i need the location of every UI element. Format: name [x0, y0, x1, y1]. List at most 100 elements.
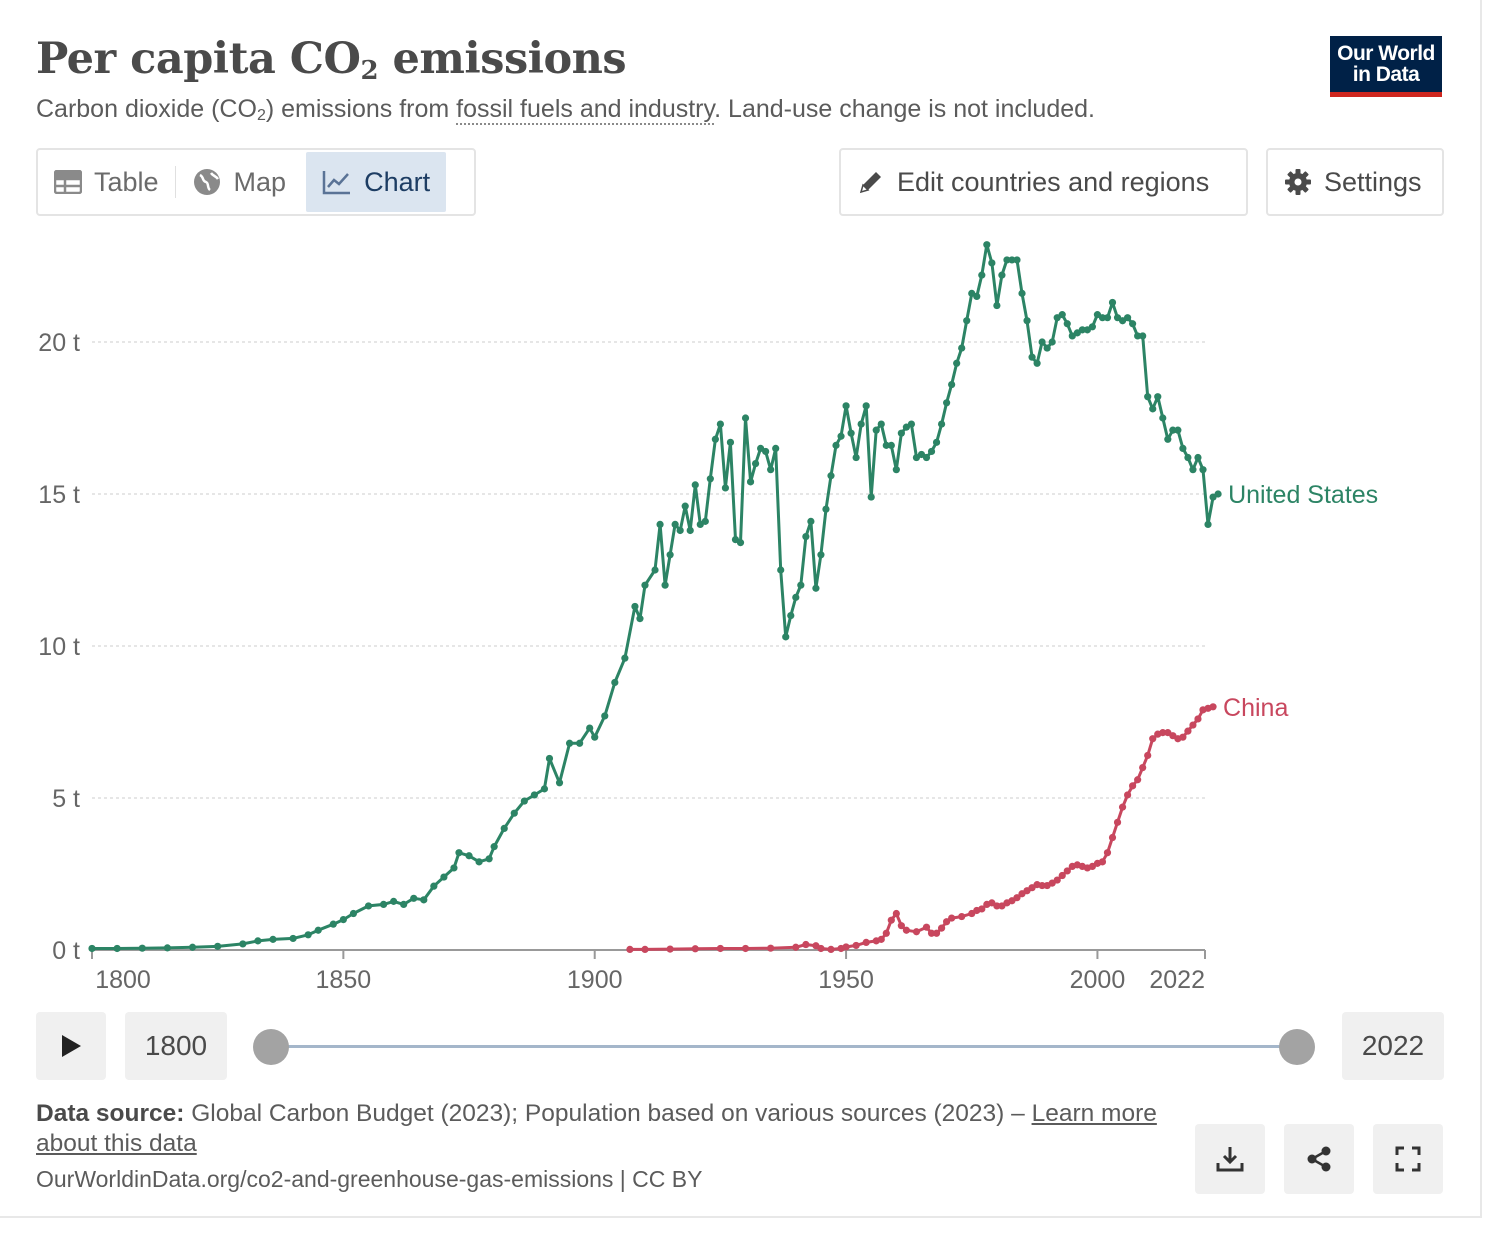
data-point: [988, 259, 996, 267]
data-point: [1113, 818, 1122, 826]
data-point: [767, 944, 775, 952]
share-button[interactable]: [1284, 1124, 1354, 1194]
data-point: [1144, 393, 1152, 401]
data-point: [576, 739, 584, 747]
data-point: [490, 843, 498, 851]
tab-table[interactable]: Table: [38, 152, 175, 212]
data-point: [932, 929, 941, 937]
data-point: [1003, 256, 1011, 264]
data-point: [379, 900, 388, 909]
data-point: [948, 380, 956, 389]
data-point: [1098, 314, 1107, 322]
data-point: [1028, 353, 1036, 361]
data-point: [701, 517, 709, 525]
data-point: [636, 615, 644, 623]
data-point: [681, 502, 689, 510]
data-point: [1134, 332, 1142, 340]
data-point: [314, 926, 322, 934]
data-point: [872, 426, 880, 434]
data-point: [937, 924, 946, 932]
tab-map[interactable]: Map: [176, 152, 303, 212]
download-button[interactable]: [1195, 1124, 1265, 1194]
data-point: [304, 931, 312, 939]
data-point: [837, 432, 845, 440]
data-point: [721, 484, 730, 492]
data-point: [1013, 256, 1021, 264]
data-point: [586, 724, 594, 732]
tab-map-label: Map: [233, 166, 287, 197]
data-point: [973, 292, 981, 300]
data-point: [430, 882, 438, 890]
data-point: [1123, 791, 1132, 799]
data-point: [1023, 317, 1031, 325]
data-point: [1189, 466, 1197, 474]
data-point: [1134, 776, 1142, 784]
y-tick-label: 5 t: [52, 785, 80, 813]
data-point: [892, 909, 900, 918]
data-point: [948, 914, 956, 922]
chart-subtitle: Carbon dioxide (CO2) emissions from foss…: [36, 95, 1095, 125]
play-button[interactable]: [36, 1012, 106, 1080]
data-point: [1139, 332, 1147, 340]
tab-chart-label: Chart: [364, 166, 431, 197]
learn-more-link[interactable]: Learn more about this data: [36, 1100, 1157, 1157]
data-point: [691, 945, 699, 953]
source-label: Data source:: [36, 1100, 185, 1127]
data-point: [943, 399, 951, 407]
data-point: [455, 849, 463, 857]
data-point: [907, 420, 916, 428]
data-point: [842, 943, 850, 951]
data-point: [847, 429, 855, 437]
data-point: [1078, 326, 1086, 334]
tab-chart[interactable]: Chart: [306, 152, 447, 212]
data-point: [716, 944, 724, 953]
globe-icon: [193, 169, 220, 195]
data-point: [1058, 871, 1066, 880]
data-point: [1179, 444, 1187, 452]
source-url[interactable]: OurWorldinData.org/co2-and-greenhouse-ga…: [36, 1166, 703, 1192]
data-point: [475, 858, 483, 866]
data-point: [1204, 520, 1212, 528]
data-point: [1154, 393, 1162, 401]
data-point: [1048, 338, 1056, 346]
data-point: [1194, 453, 1202, 462]
data-point: [440, 873, 448, 881]
timeline-end-handle[interactable]: [1279, 1029, 1315, 1065]
data-point: [827, 472, 835, 480]
data-point: [1189, 721, 1197, 729]
fossil-fuels-link[interactable]: fossil fuels and industry: [456, 95, 715, 125]
timeline-track[interactable]: [271, 1045, 1297, 1048]
data-point: [520, 797, 528, 805]
data-point: [792, 943, 800, 951]
data-point: [912, 928, 921, 936]
series-label: China: [1223, 694, 1288, 722]
data-point: [641, 581, 649, 589]
data-point: [751, 460, 760, 468]
data-point: [741, 414, 750, 422]
line-chart-icon: [322, 171, 351, 195]
download-icon: [1216, 1147, 1244, 1172]
data-point: [857, 420, 865, 428]
data-point: [812, 584, 820, 592]
data-point: [555, 779, 564, 787]
data-point: [882, 441, 890, 449]
data-point: [485, 855, 493, 863]
end-year-box[interactable]: 2022: [1342, 1012, 1444, 1080]
data-point: [887, 441, 895, 449]
data-point: [1214, 490, 1222, 498]
x-tick-label: 1800: [95, 966, 151, 994]
settings-button[interactable]: Settings: [1266, 148, 1444, 216]
data-point: [530, 791, 538, 799]
fullscreen-button[interactable]: [1373, 1124, 1443, 1194]
timeline-start-handle[interactable]: [253, 1029, 289, 1065]
data-point: [852, 453, 860, 462]
data-point: [188, 943, 197, 951]
y-tick-label: 0 t: [52, 937, 80, 965]
table-icon: [54, 170, 82, 194]
start-year-box[interactable]: 1800: [125, 1012, 227, 1080]
owid-logo[interactable]: Our World in Data: [1330, 36, 1442, 97]
data-point: [943, 918, 951, 926]
edit-countries-button[interactable]: Edit countries and regions: [839, 148, 1248, 216]
data-point: [882, 929, 890, 937]
data-point: [832, 441, 840, 449]
